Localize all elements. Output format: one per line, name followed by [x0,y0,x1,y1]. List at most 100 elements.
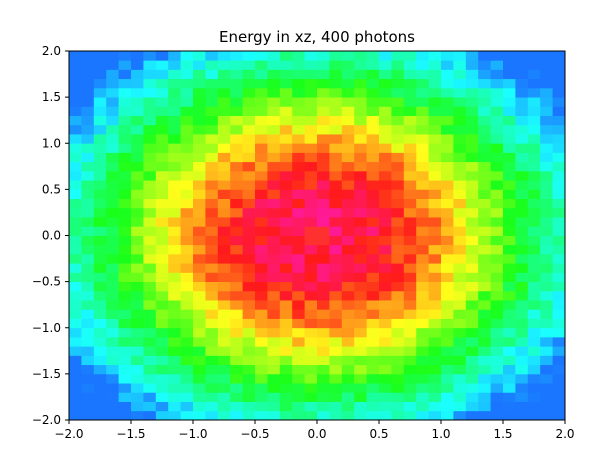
heatmap-cell [279,217,293,227]
heatmap-cell [490,161,504,172]
heatmap-cell [503,60,516,70]
heatmap-cell [106,383,119,393]
heatmap-cell [118,336,132,347]
heatmap-cell [329,263,343,273]
heatmap-cell [441,290,454,301]
heatmap-cell [354,106,367,116]
heatmap-cell [267,272,281,283]
heatmap-cell [366,392,380,402]
heatmap-cell [267,161,281,172]
heatmap-cell [317,235,330,246]
heatmap-cell [292,272,305,283]
heatmap-cell [106,226,119,236]
heatmap-cell [168,152,181,163]
heatmap-cell [193,410,206,421]
heatmap-cell [205,272,219,283]
heatmap-cell [205,170,219,181]
heatmap-cell [515,300,529,310]
heatmap-cell [453,244,467,255]
heatmap-cell [279,189,293,199]
heatmap-cell [416,318,429,329]
heatmap-cell [341,226,355,236]
heatmap-cell [230,327,243,338]
heatmap-cell [453,134,467,144]
heatmap-cell [527,327,541,338]
heatmap-cell [230,346,243,356]
heatmap-cell [403,78,417,89]
heatmap-cell [242,226,256,236]
heatmap-cell [354,143,367,153]
heatmap-cell [292,115,305,126]
heatmap-cell [205,60,219,70]
heatmap-cell [106,235,119,246]
heatmap-cell [143,253,157,264]
heatmap-cell [317,60,330,70]
heatmap-cell [379,290,392,301]
heatmap-cell [279,253,293,264]
x-tick-label: −1.0 [178,427,207,441]
heatmap-cell [205,97,219,107]
heatmap-cell [106,198,119,209]
heatmap-cell [540,180,553,190]
heatmap-cell [391,87,405,98]
heatmap-cell [391,207,405,218]
heatmap-cell [106,106,119,116]
heatmap-cell [354,290,367,301]
heatmap-cell [193,355,206,366]
heatmap-cell [552,69,566,80]
heatmap-cell [453,198,467,209]
heatmap-cell [329,60,343,70]
heatmap-cell [69,281,82,292]
heatmap-cell [267,78,281,89]
heatmap-cell [279,290,293,301]
heatmap-cell [552,180,566,190]
heatmap-cell [354,134,367,144]
heatmap-cell [292,235,305,246]
heatmap-cell [292,189,305,199]
heatmap-cell [515,244,529,255]
heatmap-cell [490,309,504,319]
heatmap-cell [490,51,504,61]
heatmap-cell [217,152,231,163]
heatmap-cell [106,189,119,199]
heatmap-cell [242,253,256,264]
heatmap-cell [441,383,454,393]
heatmap-cell [329,87,343,98]
heatmap-cell [515,207,529,218]
heatmap-cell [341,152,355,163]
heatmap-cell [193,60,206,70]
heatmap-cell [155,87,169,98]
heatmap-cell [69,410,82,421]
heatmap-cell [503,327,516,338]
heatmap-cell [317,226,330,236]
heatmap-cell [441,189,454,199]
heatmap-cell [279,281,293,292]
heatmap-cell [168,410,181,421]
heatmap-cell [478,198,491,209]
heatmap-cell [329,336,343,347]
heatmap-cell [540,143,553,153]
heatmap-cell [230,60,243,70]
heatmap-cell [180,235,194,246]
heatmap-cell [503,290,516,301]
heatmap-cell [180,180,194,190]
heatmap-cell [391,217,405,227]
heatmap-cell [379,244,392,255]
heatmap-cell [255,318,268,329]
heatmap-cell [180,401,194,412]
heatmap-cell [379,170,392,181]
heatmap-cell [279,97,293,107]
heatmap-cell [180,263,194,273]
heatmap-cell [255,300,268,310]
heatmap-cell [490,152,504,163]
heatmap-cell [230,336,243,347]
heatmap-cell [490,198,504,209]
heatmap-cell [168,272,181,283]
heatmap-cell [490,60,504,70]
heatmap-cell [515,189,529,199]
heatmap-cell [205,51,219,61]
heatmap-cell [279,78,293,89]
heatmap-cell [230,373,243,384]
heatmap-cell [242,235,256,246]
heatmap-cell [242,318,256,329]
